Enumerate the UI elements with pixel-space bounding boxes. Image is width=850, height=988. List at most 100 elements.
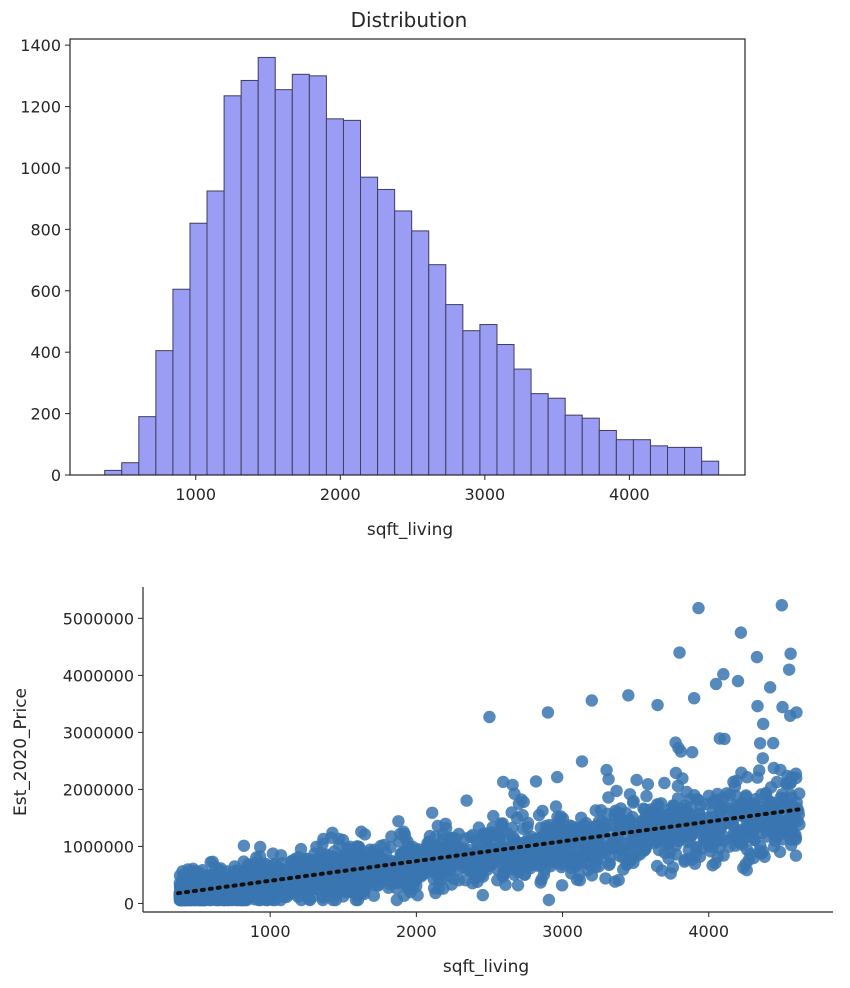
histogram-bar: [172, 288, 191, 476]
scatter-point: [731, 674, 745, 688]
histogram-bar: [684, 446, 703, 476]
scatter-point: [717, 795, 730, 808]
scatter-point: [640, 789, 653, 803]
scatter-point: [424, 845, 437, 859]
scatter-point: [466, 828, 479, 842]
scatter-point: [316, 893, 329, 907]
scatter-point: [784, 833, 798, 846]
histogram-bar: [667, 446, 686, 476]
histogram-bar: [479, 324, 498, 476]
scatter-point: [302, 893, 315, 906]
histogram-axes-frame: [69, 38, 746, 476]
histogram-bar: [104, 469, 123, 476]
scatter-point: [516, 809, 529, 822]
histogram-bar: [274, 89, 293, 476]
scatter-point: [181, 892, 195, 905]
scatter-point: [717, 668, 730, 681]
histogram-bar: [377, 188, 396, 476]
scatter-point: [784, 823, 797, 836]
scatter-x-axis-label: sqft_living: [443, 957, 529, 977]
scatter-point: [776, 700, 789, 714]
scatter-point: [664, 867, 677, 880]
scatter-point: [753, 737, 767, 750]
scatter-point: [671, 792, 685, 805]
scatter-point: [673, 646, 686, 659]
scatter-point: [512, 866, 525, 879]
histogram-x-axis-label: sqft_living: [367, 520, 453, 540]
scatter-point: [346, 856, 359, 870]
scatter-point: [709, 856, 722, 870]
histogram-chart: Distribution 1000 2000 3000 4000 0 200 400 600…: [20, 8, 746, 540]
y-tick-label: 3000000: [63, 723, 134, 742]
scatter-point: [790, 796, 803, 809]
scatter-point: [266, 847, 280, 860]
scatter-y-axis-label: Est_2020_Price: [11, 688, 31, 816]
scatter-point: [505, 806, 518, 819]
scatter-point: [551, 770, 564, 784]
scatter-point: [256, 882, 269, 895]
scatter-point: [517, 795, 530, 809]
x-tick-label: 2000: [320, 485, 361, 504]
scatter-point: [555, 879, 569, 892]
scatter-point: [367, 889, 381, 902]
scatter-points: [173, 699, 806, 907]
scatter-point: [254, 840, 267, 854]
scatter-point: [401, 881, 414, 894]
scatter-point: [542, 893, 556, 907]
scatter-point: [332, 832, 346, 846]
scatter-point: [756, 752, 769, 765]
scatter-point: [337, 890, 350, 903]
scatter-point: [626, 836, 639, 850]
histogram-bar: [257, 56, 276, 476]
histogram-bar: [342, 119, 362, 476]
scatter-point: [497, 775, 510, 789]
scatter-point: [662, 852, 675, 865]
scatter-point: [205, 891, 218, 904]
scatter-point: [411, 864, 425, 877]
scatter-point: [753, 820, 766, 833]
scatter-point: [355, 825, 368, 838]
scatter-point: [441, 834, 454, 847]
scatter-point: [459, 874, 472, 887]
scatter-point: [429, 830, 442, 843]
scatter-point: [252, 893, 265, 907]
scatter-point: [529, 775, 543, 788]
scatter-point: [784, 776, 797, 789]
histogram-bar: [581, 417, 600, 476]
histogram-bar: [411, 230, 430, 476]
scatter-point: [390, 882, 403, 895]
scatter-point: [575, 755, 589, 768]
scatter-point: [641, 778, 655, 791]
scatter-point: [727, 829, 741, 843]
scatter-chart: 1000 2000 3000 4000 0 1000000 2000000 3000000 4…: [11, 587, 833, 977]
scatter-point: [687, 691, 701, 705]
scatter-point: [717, 849, 730, 862]
scatter-y-ticks: 0 1000000 2000000 3000000 4000000 5000000: [63, 609, 143, 913]
scatter-point: [261, 893, 274, 907]
histogram-bar: [121, 462, 140, 476]
histogram-bar: [428, 264, 447, 476]
scatter-outlier-points: [483, 599, 803, 724]
histogram-x-ticks: 1000 2000 3000 4000: [175, 475, 650, 504]
scatter-point: [773, 845, 787, 859]
scatter-point: [709, 677, 723, 691]
scatter-point: [739, 790, 752, 803]
scatter-point: [285, 854, 299, 867]
scatter-point: [789, 849, 803, 862]
x-tick-label: 3000: [464, 485, 505, 504]
scatter-point: [733, 801, 746, 815]
scatter-point: [630, 773, 643, 787]
scatter-point: [511, 879, 525, 892]
scatter-point: [751, 699, 764, 713]
scatter-point: [565, 867, 578, 880]
histogram-bar: [462, 330, 481, 476]
scatter-point: [739, 822, 752, 836]
scatter-point: [751, 771, 764, 784]
scatter-point: [483, 710, 496, 724]
scatter-point: [596, 815, 609, 828]
histogram-bar: [308, 75, 327, 476]
scatter-point: [300, 872, 313, 885]
scatter-point: [385, 830, 398, 843]
scatter-point: [231, 891, 244, 904]
scatter-point: [599, 872, 612, 885]
